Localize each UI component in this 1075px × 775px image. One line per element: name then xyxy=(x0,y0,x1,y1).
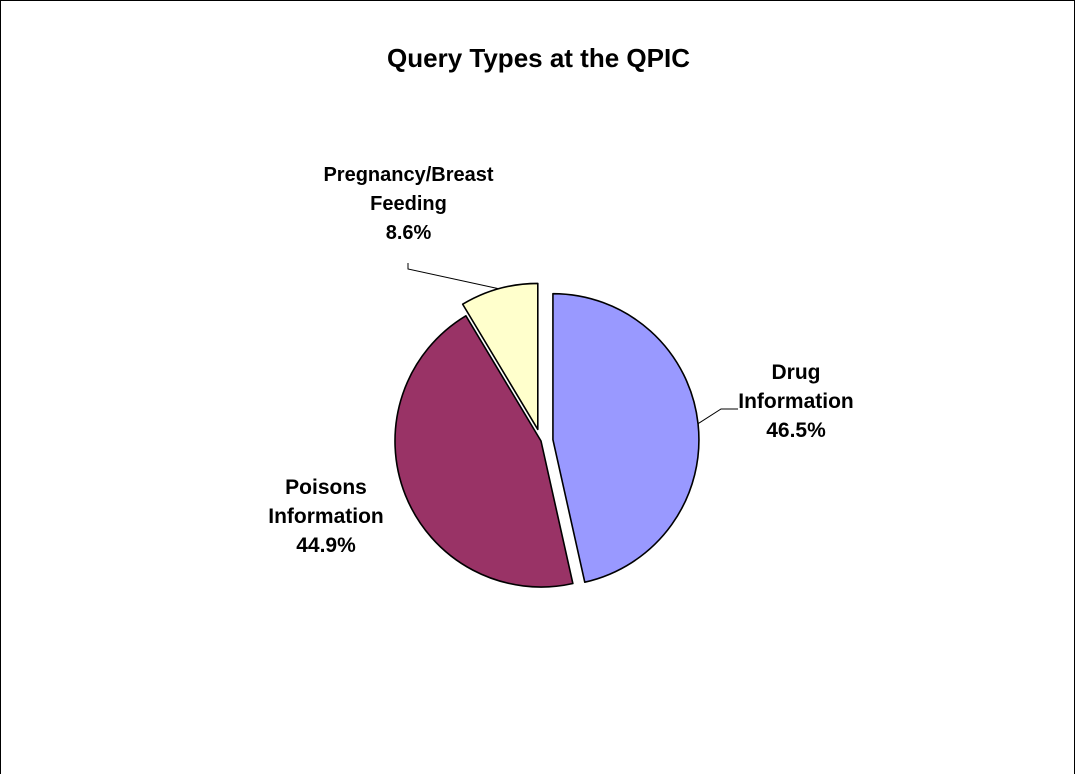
label-drug-line1: Drug xyxy=(771,361,821,384)
label-poisons-line1: Poisons xyxy=(285,476,367,499)
label-pregnancy-line2: Feeding xyxy=(370,193,447,215)
label-poisons-line2: Information xyxy=(268,505,384,528)
label-poisons-percent: 44.9% xyxy=(296,534,356,557)
label-drug-information: Drug Information 46.5% xyxy=(701,358,891,445)
label-poisons-information: Poisons Information 44.9% xyxy=(226,473,426,560)
label-pregnancy-line1: Pregnancy/Breast xyxy=(323,164,494,186)
label-pregnancy-breast-feeding: Pregnancy/Breast Feeding 8.6% xyxy=(291,161,526,248)
label-pregnancy-percent: 8.6% xyxy=(385,222,432,244)
label-drug-percent: 46.5% xyxy=(766,419,826,442)
label-drug-line2: Information xyxy=(738,390,854,413)
chart-title: Query Types at the QPIC xyxy=(387,43,690,73)
leader-line-drug xyxy=(697,408,738,425)
slice-poisons-information xyxy=(394,315,574,588)
leader-line-pregnancy xyxy=(407,263,499,290)
slice-drug-information xyxy=(552,292,700,583)
